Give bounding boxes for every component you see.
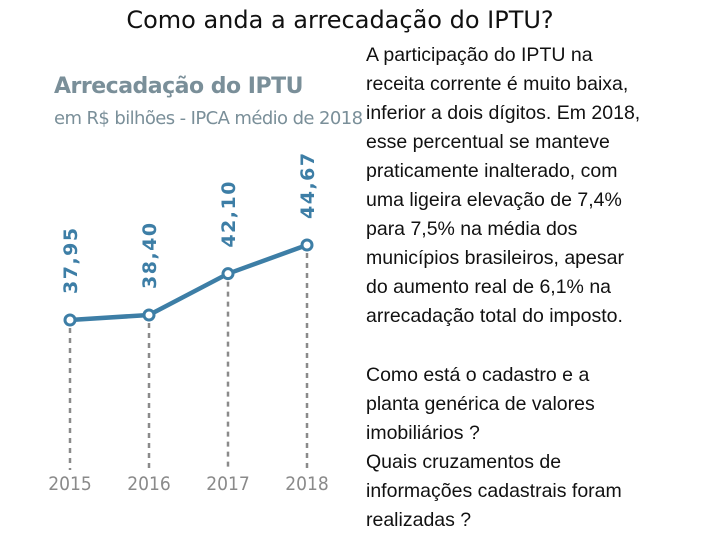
data-point-2016: [142, 308, 156, 322]
x-tick-label-2016: 2016: [127, 473, 170, 495]
x-tick-label-2018: 2018: [285, 473, 328, 495]
data-label-2018: 44,67: [297, 151, 319, 219]
paragraph-line: esse percentual se manteve: [366, 131, 610, 153]
paragraph-line: A participação do IPTU na: [366, 44, 593, 66]
chart-title: Arrecadação do IPTU: [54, 74, 304, 99]
paragraph-line: informações cadastrais foram: [366, 480, 622, 502]
x-tick-label-2015: 2015: [48, 473, 91, 495]
paragraph-line: receita corrente é muito baixa,: [366, 73, 629, 95]
data-label-2017: 42,10: [218, 180, 240, 248]
paragraph-line: planta genérica de valores: [366, 393, 595, 415]
paragraph-line: para 7,5% na média dos: [366, 218, 578, 240]
chart-subtitle: em R$ bilhões - IPCA médio de 2018: [54, 108, 363, 129]
chart-panel: 37,95 38,40 42,10 44,67 2015 2016 2017 2018 Arr…: [40, 70, 363, 530]
paragraph-line: uma ligeira elevação de 7,4%: [366, 189, 622, 211]
data-point-2015: [63, 313, 77, 327]
paragraph-line: inferior a dois dígitos. Em 2018,: [366, 102, 641, 124]
paragraph-line: municípios brasileiros, apesar: [366, 247, 624, 269]
data-label-2015: 37,95: [60, 226, 82, 294]
paragraph-line: imobiliários ?: [366, 422, 480, 444]
paragraph-line: praticamente inalterado, com: [366, 160, 618, 182]
data-point-2017: [221, 267, 235, 281]
series-line: [67, 242, 310, 323]
slide-title: Como anda a arrecadação do IPTU?: [126, 6, 554, 34]
paragraph-line: realizadas ?: [366, 509, 472, 531]
line-chart: 37,95 38,40 42,10 44,67 2015 2016 2017 2018: [48, 151, 328, 495]
paragraph-line: Quais cruzamentos de: [366, 451, 562, 473]
description-paragraph: A participação do IPTU na receita corren…: [366, 41, 711, 331]
data-point-2018: [300, 238, 314, 252]
x-tick-label-2017: 2017: [206, 473, 249, 495]
data-label-2016: 38,40: [139, 221, 161, 289]
paragraph-line: arrecadação total do imposto.: [366, 305, 623, 327]
paragraph-line: Como está o cadastro e a: [366, 364, 590, 386]
paragraph-line: do aumento real de 6,1% na: [366, 276, 612, 298]
questions-paragraph: Como está o cadastro e a planta genérica…: [366, 361, 711, 535]
